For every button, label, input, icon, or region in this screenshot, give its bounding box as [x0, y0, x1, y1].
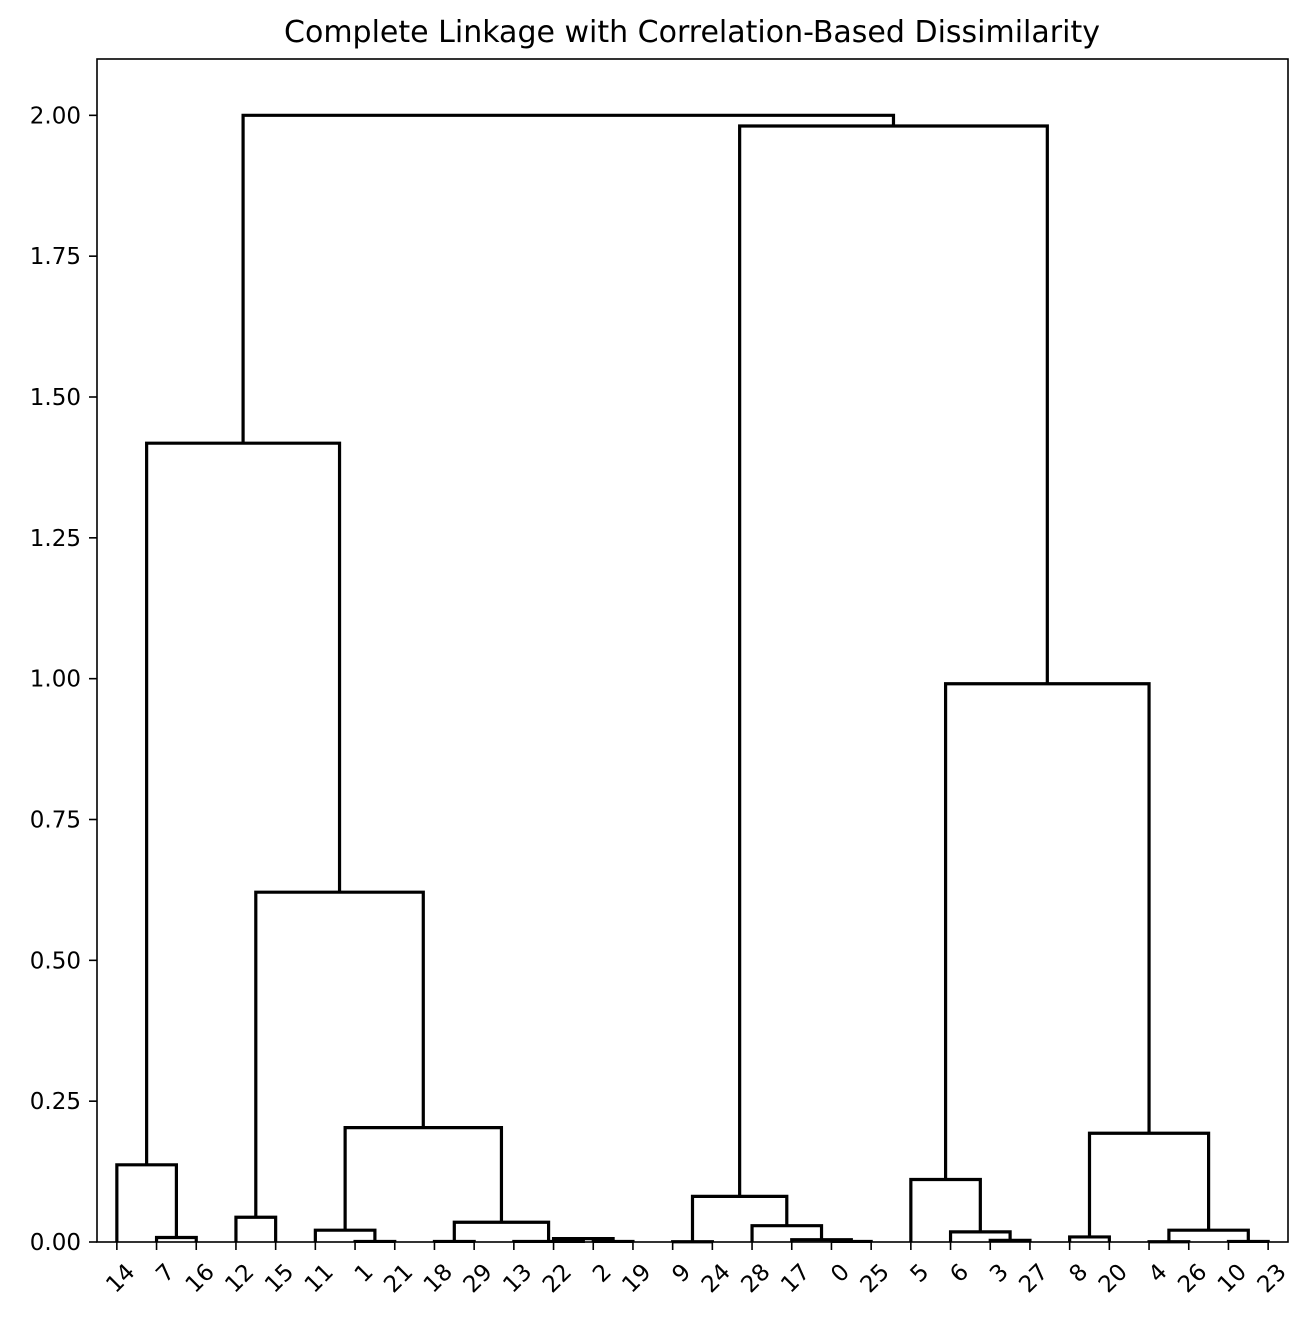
chart-title: Complete Linkage with Correlation-Based …: [284, 15, 1100, 50]
leaf-label: 21: [379, 1259, 418, 1298]
leaf-label: 28: [737, 1259, 776, 1298]
link-L: [254, 890, 425, 1218]
y-tick-label: 0.00: [30, 1230, 81, 1256]
leaf-label: 2: [588, 1259, 617, 1288]
plot-frame: [96, 58, 1289, 1243]
y-tick-label: 1.75: [30, 244, 81, 270]
leaf-label: 0: [826, 1259, 855, 1288]
y-tick-label: 1.50: [30, 385, 81, 411]
y-tick-label: 0.50: [30, 948, 81, 974]
y-tick-label: 1.25: [30, 526, 81, 552]
leaf-label: 6: [945, 1259, 974, 1288]
y-tick-label: 0.75: [30, 808, 81, 834]
leaf-label: 20: [1094, 1259, 1133, 1298]
link-M: [145, 441, 342, 1165]
leaf-label: 14: [101, 1259, 140, 1298]
leaf-label: 26: [1173, 1259, 1212, 1298]
leaf-label: 5: [906, 1259, 935, 1288]
leaf-label: 4: [1144, 1259, 1173, 1288]
link-R: [690, 1194, 789, 1242]
y-tick-label: 0.25: [30, 1089, 81, 1115]
link-AA: [943, 682, 1151, 1180]
leaf-label: 22: [538, 1259, 577, 1298]
leaf-label: 11: [300, 1259, 339, 1298]
leaf-label: 17: [776, 1259, 815, 1298]
link-P: [790, 1238, 853, 1242]
link-J: [452, 1220, 551, 1242]
leaf-label: 25: [856, 1259, 895, 1298]
leaf-label: 10: [1213, 1259, 1252, 1298]
link-Z: [1087, 1131, 1211, 1237]
leaf-label: 15: [260, 1259, 299, 1298]
link-K: [343, 1126, 504, 1231]
y-axis: 0.00 0.25 0.50 0.75 1.00 1.25 1.50 1.75 2.00: [30, 103, 97, 1256]
leaf-label: 24: [697, 1259, 736, 1298]
y-tick-label: 1.00: [30, 667, 81, 693]
link-C: [234, 1215, 278, 1242]
leaf-label: 27: [1014, 1259, 1053, 1298]
leaf-label: 1: [350, 1259, 379, 1288]
leaf-label: 13: [498, 1259, 537, 1298]
leaf-label: 18: [419, 1259, 458, 1298]
leaf-label: 9: [667, 1259, 696, 1288]
x-axis: 14 7 16 12 15 11 1 21 18 29 13 22 2 19 9 24 28 17 0 25 5 6 3 27…: [101, 1242, 1292, 1298]
leaf-label: 7: [151, 1259, 180, 1288]
leaf-label: 16: [181, 1259, 220, 1298]
y-tick-label: 2.00: [30, 103, 81, 129]
leaf-label: 23: [1253, 1259, 1292, 1298]
dendrogram-links: [115, 113, 1270, 1244]
link-AB: [738, 124, 1049, 1197]
leaf-label: 3: [985, 1259, 1014, 1288]
leaf-label: 29: [459, 1259, 498, 1298]
leaf-label: 19: [617, 1259, 656, 1298]
link-AC: [241, 113, 896, 444]
link-B: [115, 1163, 178, 1242]
leaf-label: 12: [220, 1259, 259, 1298]
leaf-label: 8: [1064, 1259, 1093, 1288]
